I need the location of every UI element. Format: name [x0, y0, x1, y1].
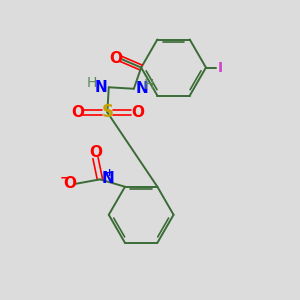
Text: H: H [144, 78, 154, 92]
Text: S: S [101, 103, 113, 121]
Text: O: O [109, 51, 122, 66]
Text: O: O [63, 176, 76, 191]
Text: H: H [86, 76, 97, 90]
Text: O: O [71, 105, 84, 120]
Text: −: − [59, 171, 70, 184]
Text: O: O [89, 145, 102, 160]
Text: N: N [101, 171, 114, 186]
Text: N: N [135, 81, 148, 96]
Text: I: I [218, 61, 223, 75]
Text: O: O [131, 105, 144, 120]
Text: +: + [105, 168, 114, 178]
Text: N: N [94, 80, 107, 95]
